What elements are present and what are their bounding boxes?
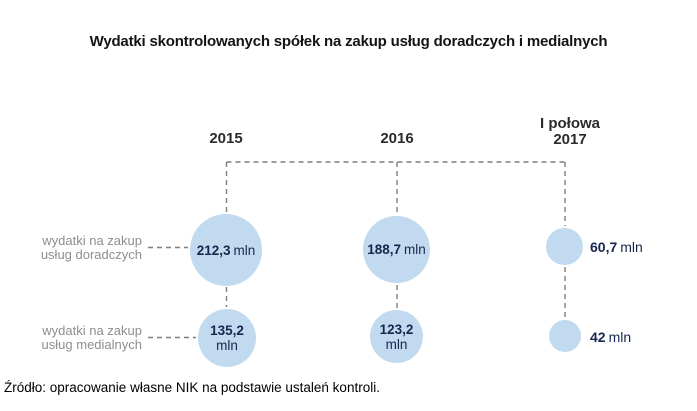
row-label-doradcze-line1: wydatki na zakup bbox=[42, 233, 142, 248]
value-doradcze-2016: 188,7 bbox=[367, 242, 402, 257]
bubble-doradcze-2017 bbox=[546, 228, 583, 265]
bubble-medialne-2015: 135,2 mln bbox=[198, 309, 256, 367]
value-medialne-2017: 42 bbox=[590, 329, 606, 345]
bubble-doradcze-2016: 188,7 mln bbox=[363, 216, 430, 283]
column-header-2017: I połowa 2017 bbox=[520, 116, 620, 148]
row-label-doradcze: wydatki na zakup usług doradczych bbox=[0, 234, 142, 262]
row-label-doradcze-line2: usług doradczych bbox=[40, 247, 142, 262]
column-header-2017-line1: I połowa bbox=[540, 115, 600, 132]
bubble-medialne-2016: 123,2 mln bbox=[370, 310, 423, 363]
unit-medialne-2015: mln bbox=[216, 338, 238, 353]
row-label-medialne-line2: usług medialnych bbox=[41, 337, 142, 352]
bubble-doradcze-2015: 212,3 mln bbox=[190, 214, 262, 286]
column-header-2017-line2: 2017 bbox=[553, 131, 587, 148]
unit-doradcze-2017: mln bbox=[620, 239, 643, 255]
value-medialne-2015: 135,2 bbox=[210, 323, 244, 338]
bubble-medialne-2017 bbox=[549, 320, 581, 352]
value-medialne-2016: 123,2 bbox=[379, 321, 414, 337]
chart-title: Wydatki skontrolowanych spółek na zakup … bbox=[89, 33, 608, 50]
value-label-doradcze-2017: 60,7 mln bbox=[590, 239, 643, 255]
value-doradcze-2015: 212,3 bbox=[196, 242, 231, 258]
value-label-medialne-2017: 42 mln bbox=[590, 329, 631, 345]
source-note: Źródło: opracowanie własne NIK na podsta… bbox=[4, 380, 380, 395]
unit-medialne-2016: mln bbox=[385, 336, 408, 352]
unit-medialne-2017: mln bbox=[608, 329, 632, 345]
column-header-2016: 2016 bbox=[380, 130, 414, 147]
row-label-medialne: wydatki na zakup usług medialnych bbox=[0, 324, 142, 352]
unit-doradcze-2015: mln bbox=[233, 242, 256, 258]
column-header-2015: 2015 bbox=[209, 130, 243, 147]
value-doradcze-2017: 60,7 bbox=[590, 239, 618, 255]
unit-doradcze-2016: mln bbox=[404, 242, 426, 257]
row-label-medialne-line1: wydatki na zakup bbox=[42, 323, 142, 338]
